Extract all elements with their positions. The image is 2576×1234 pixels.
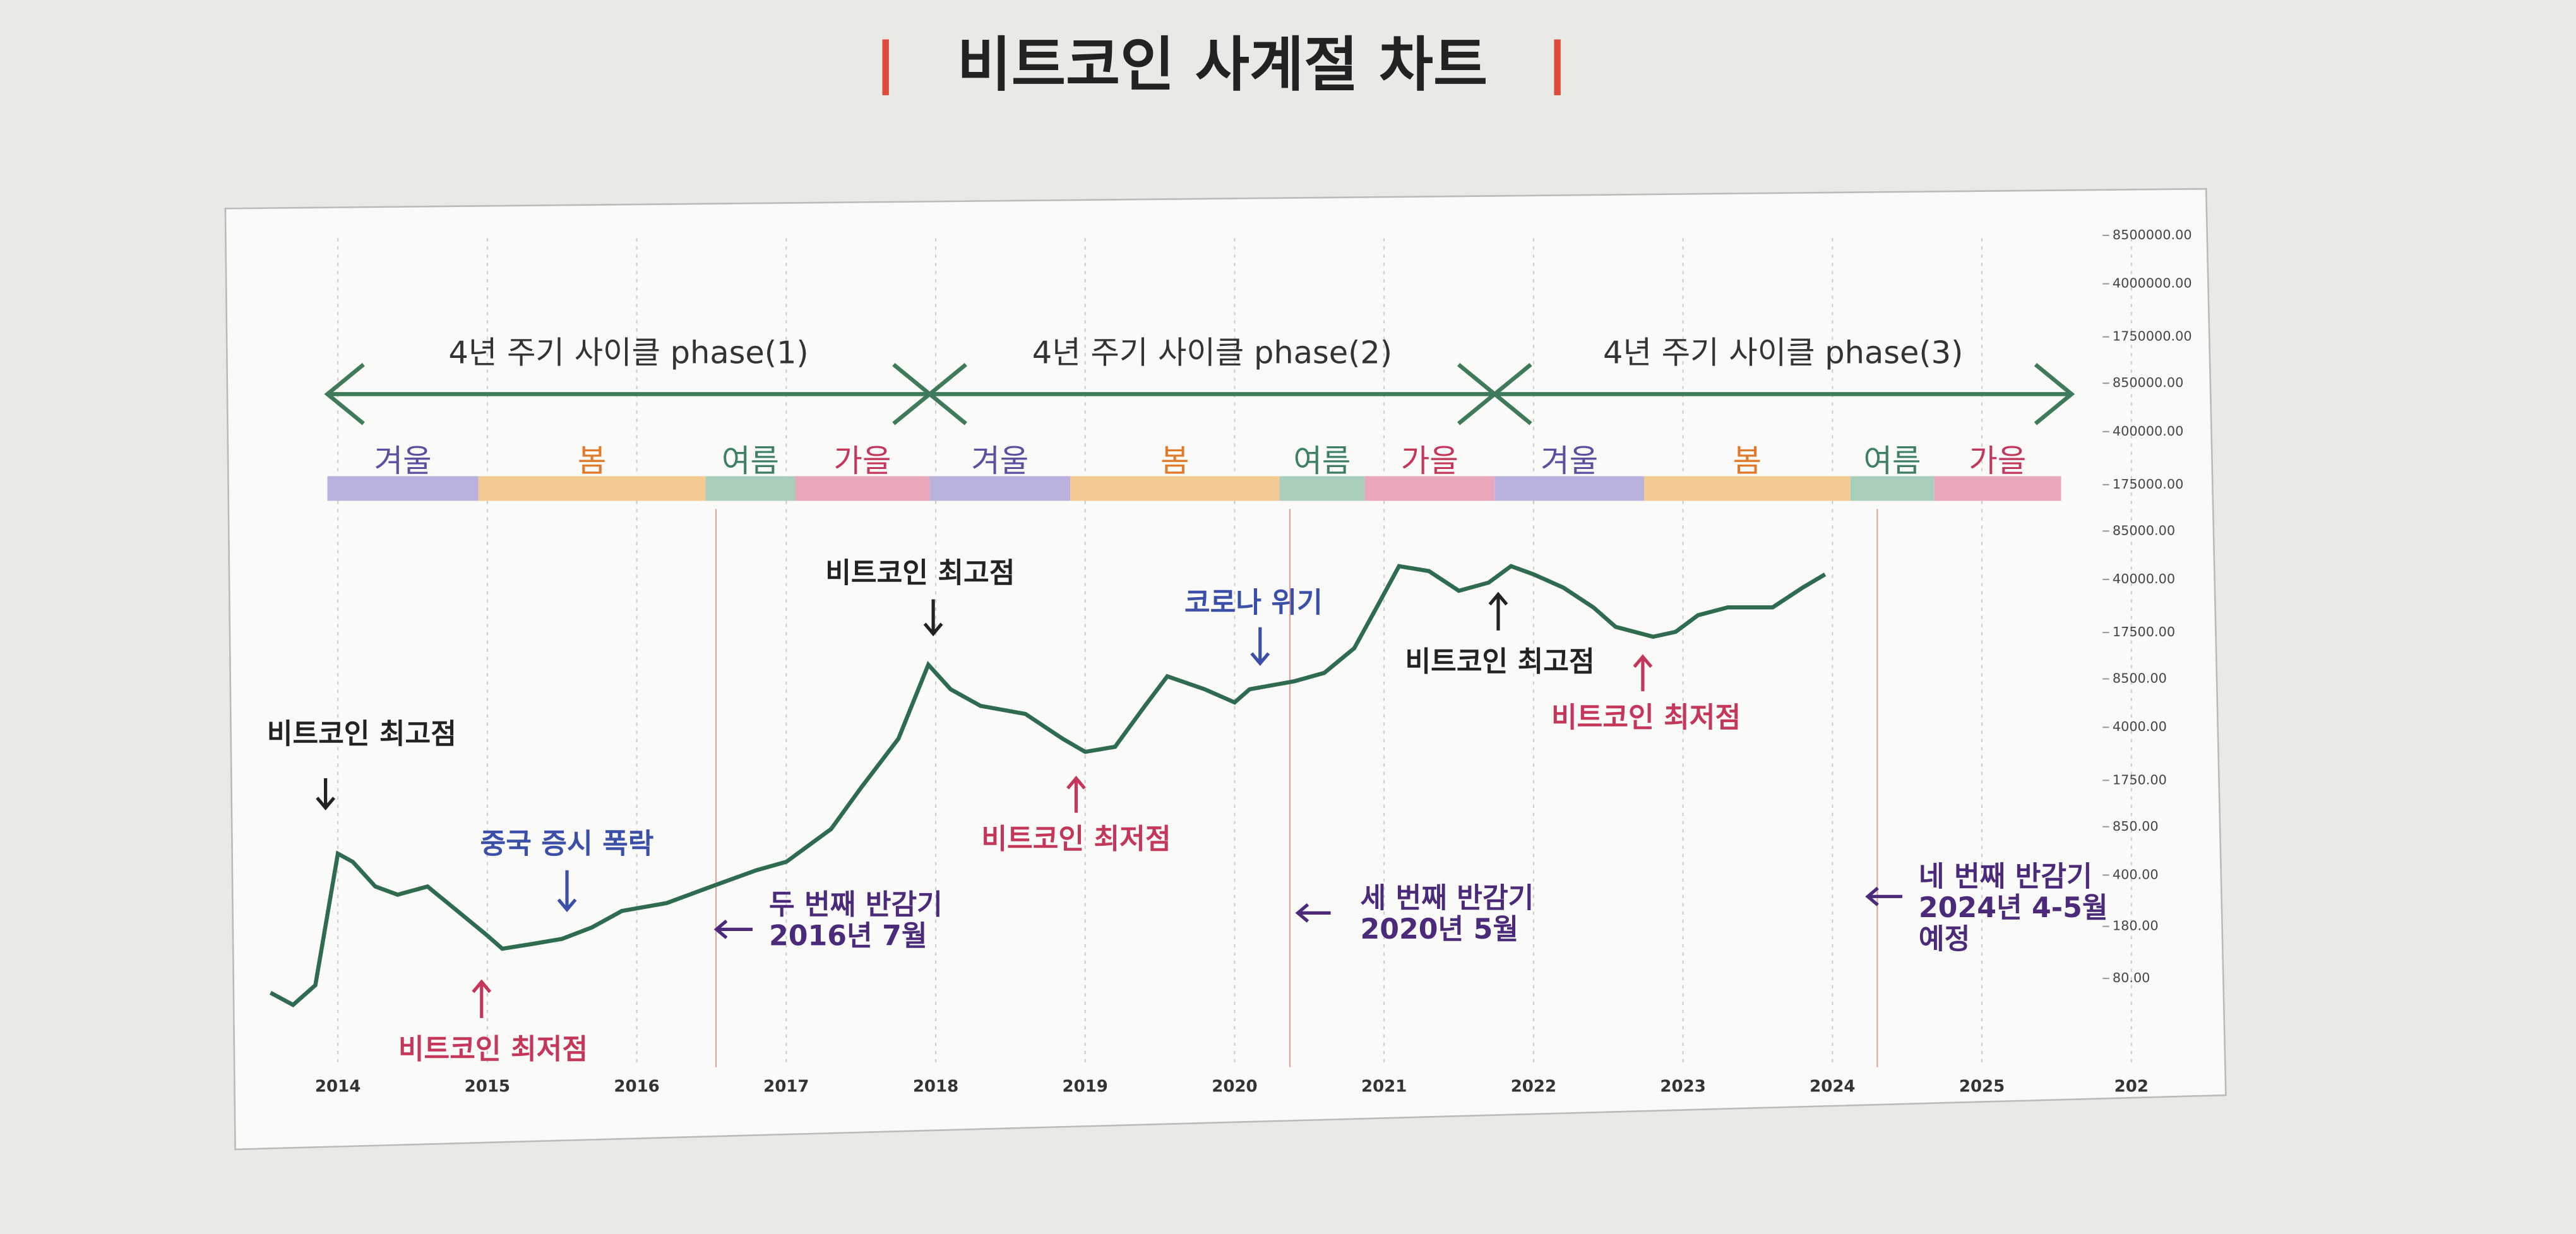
x-tick-label: 2024 bbox=[1810, 1077, 1855, 1096]
phase-label: 4년 주기 사이클 phase(3) bbox=[1603, 334, 1963, 371]
annotation: 2020년 5월 bbox=[1360, 913, 1518, 946]
season-band bbox=[795, 476, 930, 501]
season-label: 겨울 bbox=[374, 442, 432, 479]
season-band bbox=[478, 476, 706, 501]
y-tick-label: 180.00 bbox=[2113, 918, 2159, 934]
season-label: 가을 bbox=[1969, 442, 2026, 479]
x-tick-label: 2020 bbox=[1212, 1077, 1257, 1096]
y-tick-label: 400.00 bbox=[2113, 867, 2159, 882]
season-band bbox=[1644, 476, 1851, 501]
x-tick-label: 2016 bbox=[614, 1077, 659, 1096]
annotation-arrow bbox=[557, 870, 577, 913]
y-tick-label: 1750.00 bbox=[2113, 772, 2167, 787]
x-tick-label: 2019 bbox=[1063, 1077, 1108, 1096]
arrow-head bbox=[324, 362, 365, 425]
chart-frame bbox=[224, 187, 2227, 1151]
annotation-arrow bbox=[1633, 654, 1653, 692]
annotation: 비트코인 최고점 bbox=[825, 557, 1015, 589]
y-tick-label: 40000.00 bbox=[2113, 571, 2175, 586]
season-label: 봄 bbox=[1160, 442, 1189, 479]
y-tick-label: 4000000.00 bbox=[2113, 276, 2192, 291]
title-bar bbox=[1554, 39, 1561, 95]
arrow-head bbox=[2034, 362, 2075, 425]
x-tick-label: 2021 bbox=[1361, 1077, 1407, 1096]
annotation-arrow bbox=[923, 599, 943, 637]
price-line bbox=[269, 564, 1827, 1007]
y-tick-label: 850.00 bbox=[2113, 819, 2159, 834]
y-tick-label: 8500.00 bbox=[2113, 671, 2167, 686]
x-tick-label: 2015 bbox=[465, 1077, 510, 1096]
y-tick-label: 400000.00 bbox=[2113, 424, 2183, 439]
y-tick-label: 17500.00 bbox=[2113, 624, 2175, 639]
annotation: 두 번째 반감기 bbox=[769, 889, 943, 921]
season-band bbox=[1364, 476, 1495, 501]
season-band bbox=[705, 476, 796, 501]
annotation: 예정 bbox=[1919, 923, 1970, 956]
season-label: 겨울 bbox=[1541, 442, 1598, 479]
y-tick-label: 80.00 bbox=[2113, 970, 2150, 985]
annotation: 네 번째 반감기 bbox=[1919, 861, 2092, 893]
annotation: 2016년 7월 bbox=[769, 920, 927, 952]
season-label: 가을 bbox=[834, 442, 891, 479]
annotation: 비트코인 최저점 bbox=[1551, 701, 1741, 733]
annotation-arrow bbox=[316, 778, 336, 810]
x-tick-label: 2017 bbox=[763, 1077, 809, 1096]
x-tick-label: 202 bbox=[2114, 1077, 2149, 1096]
annotation: 세 번째 반감기 bbox=[1360, 882, 1534, 915]
season-label: 여름 bbox=[722, 442, 779, 479]
annotation: 비트코인 최저점 bbox=[981, 823, 1171, 855]
annotation: 비트코인 최저점 bbox=[398, 1033, 588, 1065]
x-tick-label: 2025 bbox=[1959, 1077, 2005, 1096]
annotation: 중국 증시 폭락 bbox=[480, 828, 654, 860]
arrow-head bbox=[1491, 362, 1532, 425]
season-label: 여름 bbox=[1293, 442, 1351, 479]
arrow-head bbox=[926, 362, 967, 425]
season-label: 봄 bbox=[1733, 442, 1762, 479]
annotation: 비트코인 최고점 bbox=[1405, 646, 1594, 678]
annotation: 비트코인 최고점 bbox=[267, 718, 456, 750]
annotation-arrow bbox=[1066, 775, 1086, 813]
season-band bbox=[1934, 476, 2061, 501]
y-tick-label: 175000.00 bbox=[2113, 477, 2183, 492]
x-tick-label: 2023 bbox=[1660, 1077, 1705, 1096]
annotation-arrow bbox=[713, 919, 753, 939]
season-band bbox=[1070, 476, 1280, 501]
season-band bbox=[929, 476, 1071, 501]
annotation: 2024년 4-5월 bbox=[1919, 892, 2108, 924]
y-tick-label: 4000.00 bbox=[2113, 719, 2167, 734]
season-band bbox=[1279, 476, 1365, 501]
x-tick-label: 2014 bbox=[315, 1077, 361, 1096]
season-band bbox=[1494, 476, 1645, 501]
annotation: 코로나 위기 bbox=[1184, 586, 1323, 619]
phase-label: 4년 주기 사이클 phase(2) bbox=[1032, 334, 1392, 371]
chart-title: 비트코인 사계절 차트 bbox=[957, 31, 1488, 100]
annotation-arrow bbox=[1250, 627, 1270, 666]
annotation-arrow bbox=[1488, 591, 1508, 631]
y-tick-label: 1750000.00 bbox=[2113, 329, 2192, 344]
season-label: 여름 bbox=[1864, 442, 1921, 479]
title-bar bbox=[882, 39, 889, 95]
annotation-arrow bbox=[472, 979, 492, 1018]
phase-label: 4년 주기 사이클 phase(1) bbox=[448, 334, 808, 371]
y-tick-label: 8500000.00 bbox=[2113, 227, 2192, 242]
x-tick-label: 2022 bbox=[1511, 1077, 1556, 1096]
y-tick-label: 85000.00 bbox=[2113, 523, 2175, 538]
season-band bbox=[327, 476, 479, 501]
season-label: 가을 bbox=[1401, 442, 1458, 479]
y-tick-label: 850000.00 bbox=[2113, 375, 2183, 390]
annotation-arrow bbox=[1295, 903, 1331, 923]
season-band bbox=[1850, 476, 1935, 501]
annotation-arrow bbox=[1865, 886, 1902, 906]
season-label: 봄 bbox=[578, 442, 606, 479]
season-label: 겨울 bbox=[971, 442, 1029, 479]
x-tick-label: 2018 bbox=[913, 1077, 958, 1096]
